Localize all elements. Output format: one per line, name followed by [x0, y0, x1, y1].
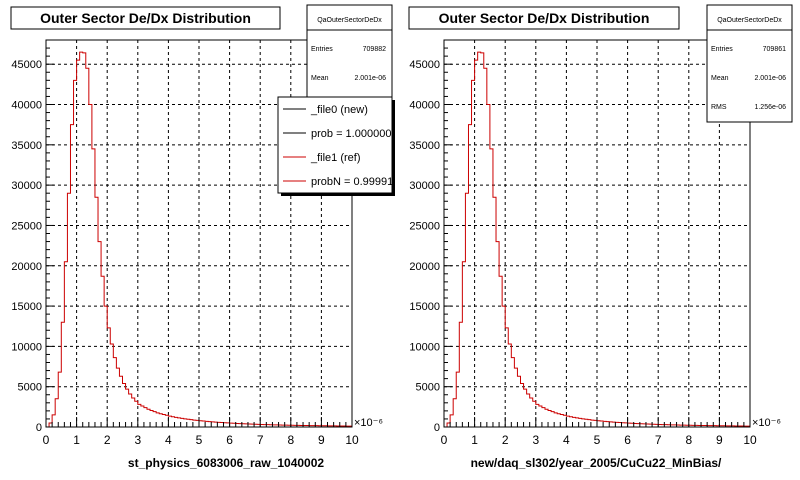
stats-label: Entries	[711, 46, 733, 53]
legend-box	[277, 96, 393, 194]
x-tick-label: 1	[471, 433, 478, 447]
legend-entry-label: prob = 1.000000	[311, 128, 391, 140]
legend-entry-label: probN = 0.999910	[311, 176, 399, 188]
x-axis-title: st_physics_6083006_raw_1040002	[128, 456, 324, 470]
y-tick-label: 30000	[409, 180, 440, 192]
histogram-panel-2: 0 1 2 3 4 5 6 7 8 9 10 ×10⁻⁶ 0 5000 10000 15000 20000 250…	[408, 4, 793, 470]
stats-value: 709882	[363, 46, 386, 53]
y-tick-label: 45000	[409, 59, 440, 71]
x-tick-label: 4	[165, 433, 172, 447]
y-tick-label: 30000	[11, 180, 42, 192]
x-tick-label: 7	[257, 433, 264, 447]
x-exponent-label: ×10⁻⁶	[354, 417, 383, 429]
stats-value: 2.001e-06	[754, 75, 786, 82]
title-box	[408, 6, 680, 30]
y-tick-label: 15000	[11, 301, 42, 313]
x-tick-label: 1	[73, 433, 80, 447]
stats-box	[706, 4, 793, 123]
x-tick-label: 0	[441, 433, 448, 447]
x-tick-label: 7	[655, 433, 662, 447]
x-exponent-label: ×10⁻⁶	[752, 417, 781, 429]
y-tick-label: 10000	[409, 341, 440, 353]
y-tick-label: 10000	[11, 341, 42, 353]
legend-entry-label: _file0 (new)	[310, 104, 368, 116]
x-tick-label: 10	[743, 433, 757, 447]
x-tick-label: 8	[685, 433, 692, 447]
x-tick-label: 3	[134, 433, 141, 447]
y-tick-label: 0	[434, 422, 440, 434]
x-tick-label: 8	[287, 433, 294, 447]
x-tick-label: 2	[104, 433, 111, 447]
y-tick-label: 5000	[18, 382, 42, 394]
histogram-panel-1: 0 1 2 3 4 5 6 7 8 9 10 ×10⁻⁶ 0 5000 10000 15000 20000 250…	[10, 4, 399, 470]
stats-name: QaOuterSectorDeDx	[317, 17, 382, 24]
stats-label: Entries	[311, 46, 333, 53]
y-tick-label: 25000	[409, 220, 440, 232]
x-tick-label: 6	[226, 433, 233, 447]
y-tick-label: 45000	[11, 59, 42, 71]
x-tick-label: 2	[502, 433, 509, 447]
x-tick-label: 3	[532, 433, 539, 447]
x-tick-label: 5	[196, 433, 203, 447]
stats-name: QaOuterSectorDeDx	[717, 17, 782, 24]
x-tick-label: 0	[43, 433, 50, 447]
stats-value: 1.256e-06	[754, 104, 786, 111]
stats-box	[306, 4, 393, 102]
x-tick-label: 10	[345, 433, 359, 447]
stats-label: RMS	[711, 104, 727, 111]
x-tick-label: 5	[594, 433, 601, 447]
y-tick-label: 0	[36, 422, 42, 434]
x-tick-label: 9	[318, 433, 325, 447]
y-tick-label: 40000	[409, 100, 440, 112]
y-tick-label: 35000	[409, 140, 440, 152]
y-tick-label: 35000	[11, 140, 42, 152]
y-tick-label: 25000	[11, 220, 42, 232]
chart-title: Outer Sector De/Dx Distribution	[40, 10, 251, 26]
x-axis-title: new/daq_sl302/year_2005/CuCu22_MinBias/	[471, 456, 722, 470]
y-tick-label: 5000	[416, 382, 440, 394]
legend-clip-group: _file0 (new) prob = 1.000000 _file1 (ref) p…	[283, 104, 399, 188]
stats-value: 2.001e-06	[354, 75, 386, 82]
y-tick-label: 20000	[409, 261, 440, 273]
legend-entry-label: _file1 (ref)	[310, 152, 361, 164]
x-tick-label: 9	[716, 433, 723, 447]
chart-title: Outer Sector De/Dx Distribution	[439, 10, 650, 26]
x-tick-label: 6	[624, 433, 631, 447]
stats-value: 709861	[763, 46, 786, 53]
y-tick-label: 15000	[409, 301, 440, 313]
x-tick-label: 4	[563, 433, 570, 447]
stats-label: Mean	[711, 75, 729, 82]
y-tick-label: 40000	[11, 100, 42, 112]
y-tick-label: 20000	[11, 261, 42, 273]
title-box	[10, 6, 281, 30]
stats-label: Mean	[311, 75, 329, 82]
